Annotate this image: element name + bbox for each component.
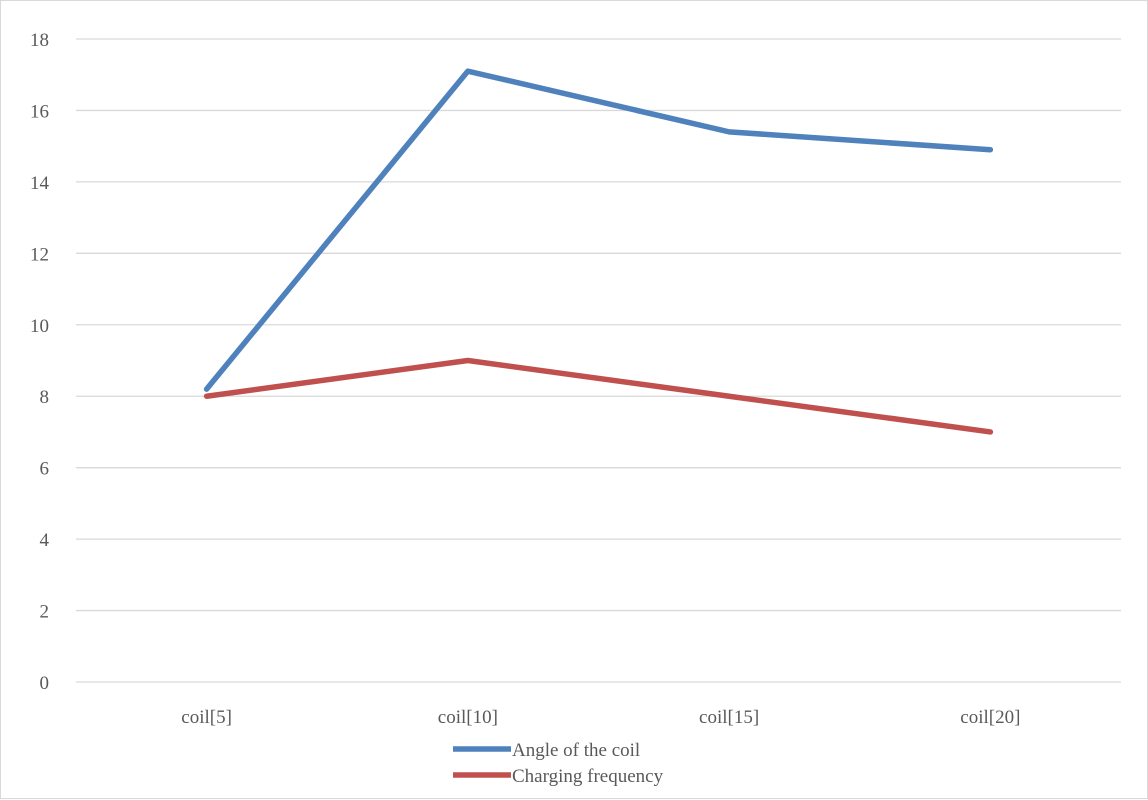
y-tick-label: 8 — [40, 387, 50, 408]
x-tick-label: coil[10] — [438, 707, 498, 728]
y-tick-label: 12 — [30, 244, 49, 265]
legend-label: Angle of the coil — [512, 740, 640, 761]
x-tick-label: coil[20] — [960, 707, 1020, 728]
x-axis-tick-labels: coil[5] coil[10] coil[15] coil[20] — [181, 707, 1020, 728]
y-tick-label: 2 — [40, 602, 50, 623]
x-tick-label: coil[15] — [699, 707, 759, 728]
y-tick-label: 18 — [30, 30, 49, 51]
y-tick-label: 4 — [40, 530, 50, 551]
legend-label: Charging frequency — [512, 766, 664, 787]
y-axis-tick-labels: 0 2 4 6 8 10 12 14 16 18 — [30, 30, 50, 694]
y-tick-label: 6 — [40, 459, 50, 480]
series-lines — [207, 71, 991, 432]
y-tick-label: 16 — [30, 101, 49, 122]
y-tick-label: 10 — [30, 316, 49, 337]
series-line-1 — [207, 71, 991, 389]
y-tick-label: 0 — [40, 673, 50, 694]
x-tick-label: coil[5] — [181, 707, 232, 728]
legend: Angle of the coil Charging frequency — [453, 740, 664, 787]
y-tick-label: 14 — [30, 173, 50, 194]
